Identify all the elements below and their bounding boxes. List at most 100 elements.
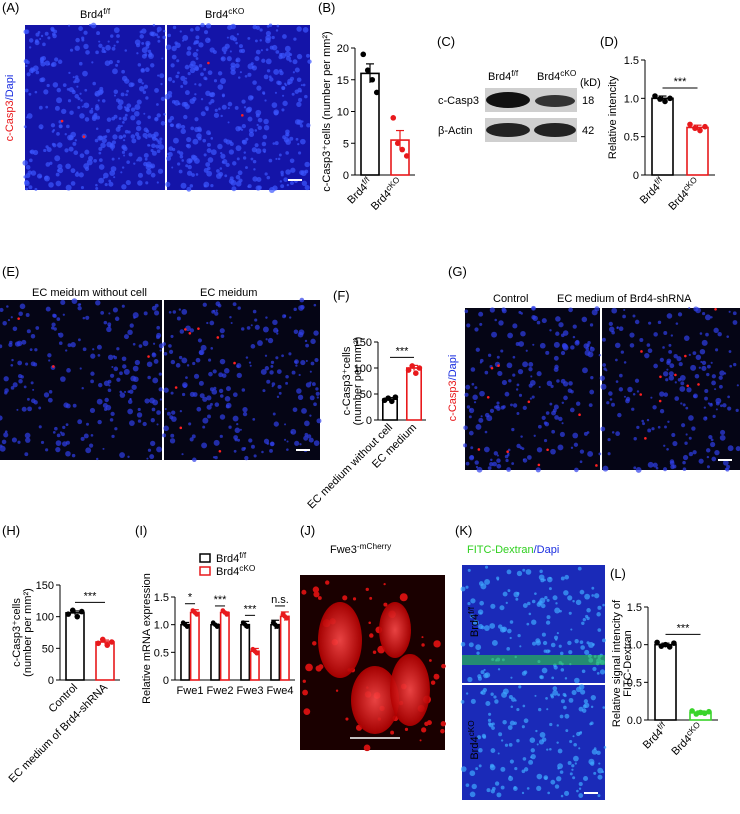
nucleus: [266, 379, 271, 384]
nucleus: [475, 465, 479, 469]
nucleus: [71, 453, 76, 458]
nucleus: [136, 99, 142, 105]
nucleus: [559, 651, 564, 656]
nucleus: [70, 342, 76, 348]
nucleus: [608, 326, 615, 333]
data-point: [658, 643, 665, 649]
nucleus: [576, 789, 579, 793]
nucleus: [25, 64, 28, 68]
nucleus: [669, 460, 675, 466]
nucleus: [693, 306, 699, 312]
nucleus: [597, 628, 602, 632]
nucleus: [617, 412, 622, 418]
nucleus: [301, 407, 307, 414]
nucleus: [541, 667, 548, 674]
granule: [440, 721, 446, 727]
nucleus: [296, 53, 303, 60]
nucleus: [712, 414, 716, 418]
nucleus: [593, 771, 597, 775]
nucleus: [210, 149, 217, 156]
nucleus: [77, 97, 81, 101]
nucleus: [85, 315, 90, 320]
nucleus: [602, 465, 609, 472]
nucleus: [106, 117, 112, 122]
nucleus: [235, 41, 238, 45]
apoptotic-cell: [179, 426, 183, 430]
nucleus: [297, 331, 304, 338]
nucleus: [550, 384, 554, 388]
nucleus: [184, 90, 190, 96]
nucleus: [469, 614, 474, 619]
nucleus: [544, 596, 548, 600]
nucleus: [108, 179, 112, 183]
nucleus: [583, 775, 589, 782]
nucleus: [508, 379, 512, 383]
nucleus: [493, 695, 497, 699]
apoptotic-cell: [477, 448, 481, 451]
nucleus: [268, 158, 273, 163]
nucleus: [236, 33, 239, 36]
nucleus: [522, 568, 526, 572]
nucleus: [68, 146, 74, 152]
row-label: Brd4f/f: [467, 606, 482, 637]
nucleus: [494, 405, 498, 409]
nucleus: [710, 441, 716, 448]
nucleus: [516, 739, 520, 743]
nucleus: [192, 138, 199, 145]
data-point: [416, 365, 423, 371]
nucleus: [717, 331, 722, 337]
nucleus: [265, 48, 269, 51]
nucleus: [141, 47, 148, 54]
nucleus: [114, 316, 120, 322]
data-point: [389, 398, 395, 405]
nucleus: [302, 27, 309, 33]
nucleus: [556, 379, 560, 383]
granule: [305, 663, 313, 672]
panel-letter: (A): [2, 0, 19, 15]
nucleus: [710, 361, 713, 364]
granule: [313, 591, 320, 598]
granule: [429, 659, 432, 662]
nucleus: [43, 89, 49, 95]
nucleus: [178, 169, 183, 174]
nucleus: [735, 408, 739, 412]
bar: [180, 623, 191, 681]
nucleus: [477, 609, 484, 615]
nucleus: [306, 123, 311, 128]
nucleus: [575, 401, 581, 406]
y-tick-label: 50: [42, 643, 54, 655]
nucleus: [539, 342, 546, 349]
nucleus: [157, 168, 164, 174]
nucleus: [125, 180, 131, 186]
nucleus: [273, 327, 279, 333]
nucleus: [142, 340, 149, 347]
nucleus: [74, 45, 80, 51]
apoptotic-cell: [527, 400, 531, 404]
nucleus: [206, 404, 212, 410]
nucleus: [548, 587, 552, 591]
nucleus: [560, 699, 565, 704]
nucleus: [577, 566, 582, 571]
apoptotic-cell: [686, 384, 689, 388]
nucleus: [688, 436, 692, 440]
nucleus: [315, 391, 320, 396]
nucleus: [260, 368, 267, 375]
y-tick-label: 20: [337, 43, 349, 55]
bar: [65, 612, 85, 681]
nucleus: [35, 70, 40, 75]
nucleus: [308, 437, 314, 443]
nucleus: [556, 741, 559, 744]
nucleus: [127, 130, 131, 134]
nucleus: [666, 447, 669, 451]
nucleus: [65, 163, 71, 170]
nucleus: [84, 166, 90, 172]
nucleus: [189, 98, 196, 104]
nucleus: [182, 34, 189, 41]
nucleus: [668, 343, 672, 347]
nucleus: [47, 397, 53, 403]
nucleus: [79, 92, 82, 95]
nucleus: [315, 387, 319, 391]
nucleus: [202, 425, 206, 429]
nucleus: [108, 384, 111, 387]
y-tick-label: 1.0: [154, 620, 169, 632]
